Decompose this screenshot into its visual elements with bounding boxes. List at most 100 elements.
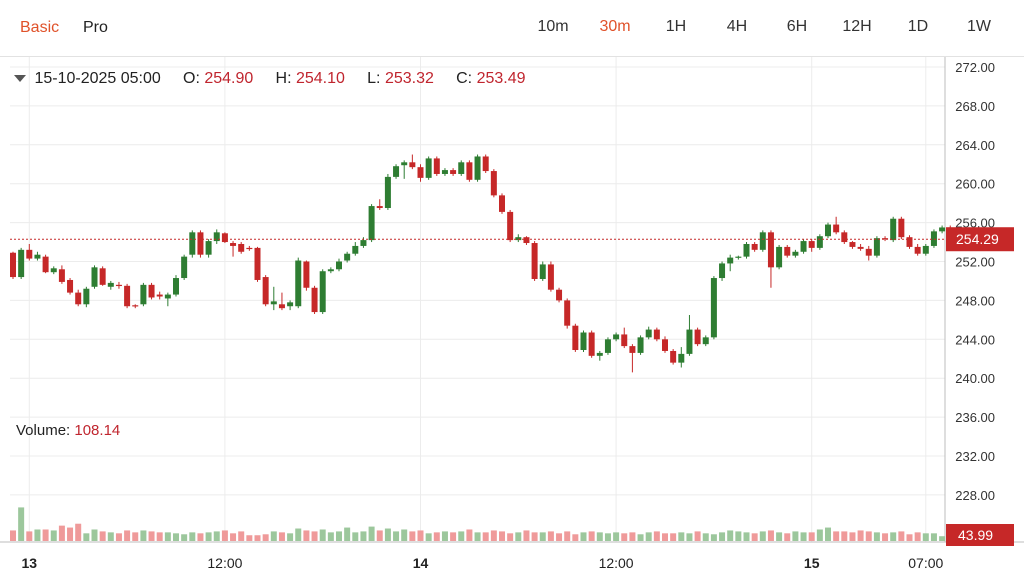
candle-body <box>278 304 285 309</box>
candle-body <box>564 300 571 326</box>
candle-body <box>409 162 416 168</box>
volume-bar <box>808 532 815 541</box>
candle-body <box>531 243 538 280</box>
candle-body <box>784 246 791 256</box>
volume-bar <box>588 531 595 541</box>
volume-bar <box>547 531 554 541</box>
high-label: H: <box>275 70 292 87</box>
candle-body <box>743 243 750 257</box>
pro-mode-tab[interactable]: Pro <box>83 19 108 36</box>
volume-bar <box>181 534 188 541</box>
volume-bar <box>384 528 391 541</box>
candle-body <box>295 260 302 307</box>
candle-body <box>596 352 603 356</box>
time-tick-label: 12:00 <box>207 555 242 571</box>
candle-body <box>393 166 400 177</box>
volume-bar <box>303 530 310 541</box>
volume-bar <box>75 523 82 541</box>
candle-body <box>50 268 57 273</box>
volume-bar <box>156 532 163 541</box>
candle-body <box>99 268 106 285</box>
volume-bar <box>662 533 668 541</box>
volume-bar <box>637 534 644 541</box>
candle-body <box>458 162 465 174</box>
price-tick-label: 252.00 <box>955 255 995 270</box>
volume-bar <box>148 531 155 541</box>
volume-legend: Volume: 108.14 <box>16 422 120 439</box>
volume-bar <box>678 532 685 541</box>
ohlc-datetime: 15-10-2025 05:00 <box>34 70 161 87</box>
timeframe-4h[interactable]: 4H <box>726 18 748 35</box>
candle-body <box>686 329 693 354</box>
timeframe-1d[interactable]: 1D <box>907 18 929 35</box>
timeframe-10m[interactable]: 10m <box>537 18 569 35</box>
basic-mode-tab[interactable]: Basic <box>20 19 60 36</box>
volume-bar <box>572 534 579 541</box>
candle-body <box>360 240 367 246</box>
collapse-triangle-icon[interactable] <box>14 75 26 83</box>
volume-bar <box>515 532 522 541</box>
volume-bar <box>670 533 677 541</box>
candle-body <box>515 237 522 241</box>
candle-body <box>865 248 872 256</box>
last-price-badge <box>946 227 1014 252</box>
volume-bar <box>319 529 326 541</box>
last-price-label: 254.29 <box>956 231 999 247</box>
low-value: 253.32 <box>384 70 434 87</box>
candle-body <box>181 256 188 279</box>
volume-bar <box>604 533 611 541</box>
time-tick-label: 13 <box>22 555 38 571</box>
volume-bar <box>42 529 49 541</box>
candle-body <box>18 249 25 278</box>
candle-body <box>702 337 709 345</box>
candle-body <box>197 232 204 255</box>
candle-body <box>751 243 758 250</box>
candle-body <box>441 170 448 174</box>
volume-bar <box>164 532 171 541</box>
timeframe-6h[interactable]: 6H <box>786 18 808 35</box>
candle-body <box>507 211 514 241</box>
candle-body <box>645 329 652 338</box>
volume-bar <box>10 530 16 541</box>
volume-bar <box>262 534 269 541</box>
volume-bar <box>287 533 294 541</box>
timeframe-30m[interactable]: 30m <box>599 18 631 35</box>
timeframe-1w[interactable]: 1W <box>967 18 991 35</box>
volume-bar <box>91 529 98 541</box>
price-tick-label: 228.00 <box>955 488 995 503</box>
candle-body <box>939 227 946 232</box>
volume-bar <box>930 533 937 541</box>
candle-body <box>189 232 196 255</box>
candle-body <box>662 339 668 351</box>
volume-bar <box>441 531 448 541</box>
ohlc-legend: 15-10-2025 05:00 O: 254.90 H: 254.10 L: … <box>14 70 526 88</box>
candle-body <box>873 238 880 256</box>
time-tick-label: 14 <box>413 555 429 571</box>
volume-bar <box>132 532 139 541</box>
candle-body <box>808 241 815 248</box>
candle-body <box>653 329 660 340</box>
volume-bar <box>115 533 122 541</box>
candle-body <box>75 292 82 305</box>
timeframe-1h[interactable]: 1H <box>665 18 687 35</box>
candle-body <box>173 278 179 295</box>
volume-bar <box>311 531 318 541</box>
volume-bar <box>189 532 196 541</box>
volume-bar <box>499 531 505 541</box>
candle-body <box>694 329 701 345</box>
candle-body <box>466 162 473 180</box>
volume-bar <box>539 532 546 541</box>
volume-bar <box>751 533 758 541</box>
candle-body <box>898 218 905 238</box>
candle-body <box>922 245 929 254</box>
volume-bar <box>613 532 620 541</box>
volume-bar <box>482 532 489 541</box>
volume-bar <box>474 532 481 541</box>
candle-body <box>42 256 49 273</box>
volume-bar <box>458 531 465 541</box>
timeframe-12h[interactable]: 12H <box>842 18 872 35</box>
candle-body <box>490 171 497 196</box>
volume-bar <box>890 532 897 541</box>
volume-bar <box>50 530 57 541</box>
